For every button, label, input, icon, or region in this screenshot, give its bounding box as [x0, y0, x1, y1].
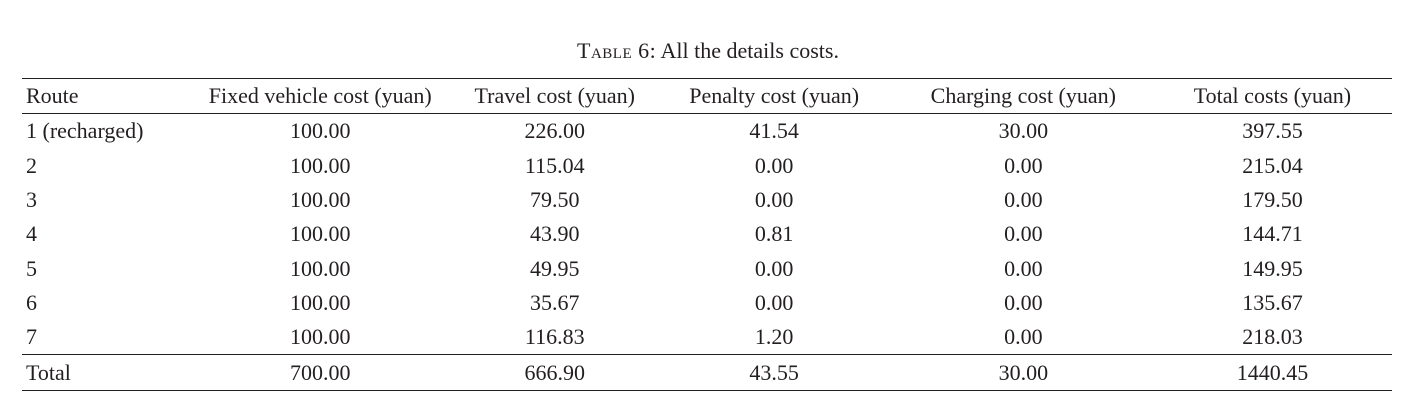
cell-charging-cost: 0.00	[1004, 255, 1043, 281]
cell-charging-cost: 0.00	[1004, 289, 1043, 315]
cell-route: 6	[26, 289, 37, 315]
total-route-label: Total	[26, 359, 71, 385]
cell-fixed-vehicle-cost: 100.00	[290, 152, 351, 178]
cell-route: 5	[26, 255, 37, 281]
header-total-costs: Total costs (yuan)	[1193, 83, 1352, 109]
table-row: 5 100.00 49.95 0.00 0.00 149.95	[22, 251, 1392, 285]
cell-penalty-cost: 0.00	[754, 152, 794, 178]
cell-route: 3	[26, 187, 37, 213]
table-total-row: Total 700.00 666.90 43.55 30.00 1440.45	[22, 354, 1392, 391]
cell-travel-cost: 115.04	[524, 152, 585, 178]
table-caption-text: All the details costs.	[660, 38, 839, 63]
costs-table: Route Fixed vehicle cost (yuan) Travel c…	[22, 78, 1392, 391]
cell-charging-cost: 30.00	[998, 118, 1049, 144]
cell-penalty-cost: 41.54	[749, 118, 799, 144]
table-body: 1 (recharged) 100.00 226.00 41.54 30.00 …	[22, 114, 1392, 355]
cell-travel-cost: 226.00	[524, 118, 586, 144]
total-fixed-vehicle-cost: 700.00	[290, 359, 351, 385]
cell-charging-cost: 0.00	[1004, 221, 1043, 247]
table-row: 1 (recharged) 100.00 226.00 41.54 30.00 …	[22, 114, 1392, 149]
cell-travel-cost: 116.83	[524, 324, 585, 350]
cell-route: 4	[26, 221, 37, 247]
cell-penalty-cost: 0.00	[754, 187, 794, 213]
total-total-costs: 1440.45	[1236, 359, 1309, 385]
cell-charging-cost: 0.00	[1004, 152, 1043, 178]
cell-charging-cost: 0.00	[1004, 187, 1043, 213]
cell-route: 7	[26, 324, 37, 350]
cell-fixed-vehicle-cost: 100.00	[290, 118, 351, 144]
header-route: Route	[26, 83, 79, 109]
table-row: 6 100.00 35.67 0.00 0.00 135.67	[22, 286, 1392, 320]
table-row: 2 100.00 115.04 0.00 0.00 215.04	[22, 149, 1392, 183]
total-travel-cost: 666.90	[524, 359, 586, 385]
cell-total-costs: 135.67	[1242, 289, 1303, 315]
cell-penalty-cost: 0.00	[754, 289, 794, 315]
cell-fixed-vehicle-cost: 100.00	[290, 324, 351, 350]
cell-travel-cost: 49.95	[530, 255, 580, 281]
header-travel-cost: Travel cost (yuan)	[474, 83, 636, 109]
table-header-row: Route Fixed vehicle cost (yuan) Travel c…	[22, 78, 1392, 114]
cell-total-costs: 218.03	[1242, 324, 1303, 350]
table-caption-label: Table 6:	[577, 38, 657, 63]
cell-penalty-cost: 0.81	[754, 221, 794, 247]
table-caption: Table 6: All the details costs.	[0, 36, 1416, 66]
cell-fixed-vehicle-cost: 100.00	[290, 187, 351, 213]
cell-total-costs: 149.95	[1242, 255, 1303, 281]
header-fixed-vehicle-cost: Fixed vehicle cost (yuan)	[208, 83, 432, 109]
header-penalty-cost: Penalty cost (yuan)	[689, 83, 860, 109]
cell-travel-cost: 43.90	[530, 221, 580, 247]
cell-total-costs: 144.71	[1242, 221, 1303, 247]
cell-travel-cost: 35.67	[530, 289, 580, 315]
header-charging-cost: Charging cost (yuan)	[930, 83, 1116, 109]
cell-total-costs: 179.50	[1242, 187, 1303, 213]
cell-penalty-cost: 1.20	[754, 324, 794, 350]
cell-route: 1 (recharged)	[26, 118, 144, 144]
table-row: 7 100.00 116.83 1.20 0.00 218.03	[22, 320, 1392, 355]
table-row: 4 100.00 43.90 0.81 0.00 144.71	[22, 217, 1392, 251]
cell-route: 2	[26, 152, 37, 178]
cell-fixed-vehicle-cost: 100.00	[290, 255, 351, 281]
cell-total-costs: 215.04	[1242, 152, 1303, 178]
cell-fixed-vehicle-cost: 100.00	[290, 289, 351, 315]
cell-penalty-cost: 0.00	[754, 255, 794, 281]
table-row: 3 100.00 79.50 0.00 0.00 179.50	[22, 183, 1392, 217]
cell-total-costs: 397.55	[1242, 118, 1303, 144]
cell-travel-cost: 79.50	[530, 187, 580, 213]
cell-charging-cost: 0.00	[1004, 324, 1043, 350]
total-penalty-cost: 43.55	[749, 359, 799, 385]
cell-fixed-vehicle-cost: 100.00	[290, 221, 351, 247]
total-charging-cost: 30.00	[998, 359, 1049, 385]
